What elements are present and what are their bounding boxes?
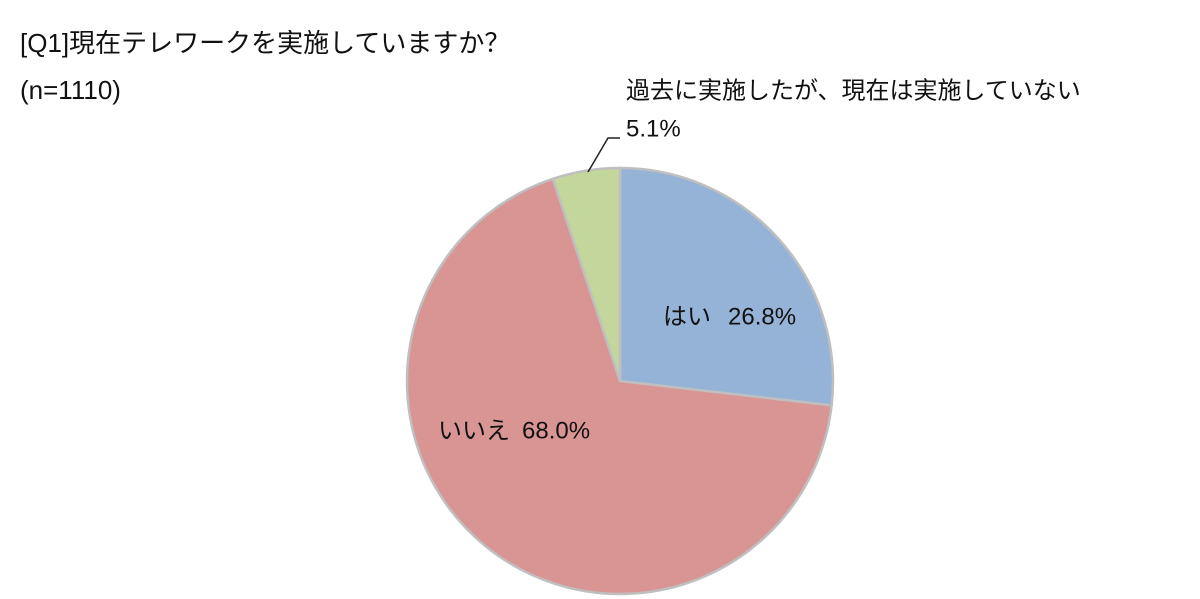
data-label: 68.0% (522, 417, 590, 444)
chart-title: [Q1]現在テレワークを実施していますか？ (20, 28, 510, 58)
slice-category-label: はい (663, 303, 711, 330)
pie-slice (618, 166, 835, 407)
leader-line (587, 137, 620, 173)
slice-category-label: いいえ (438, 417, 510, 444)
data-label: 26.8% (728, 303, 796, 330)
pie-slice (551, 166, 622, 382)
chart-subtitle: (n=1110) (20, 75, 121, 105)
data-label: 5.1% (626, 115, 681, 142)
slice-category-label: 過去に実施したが、現在は実施していない (626, 77, 1081, 104)
pie-slice (405, 177, 833, 596)
